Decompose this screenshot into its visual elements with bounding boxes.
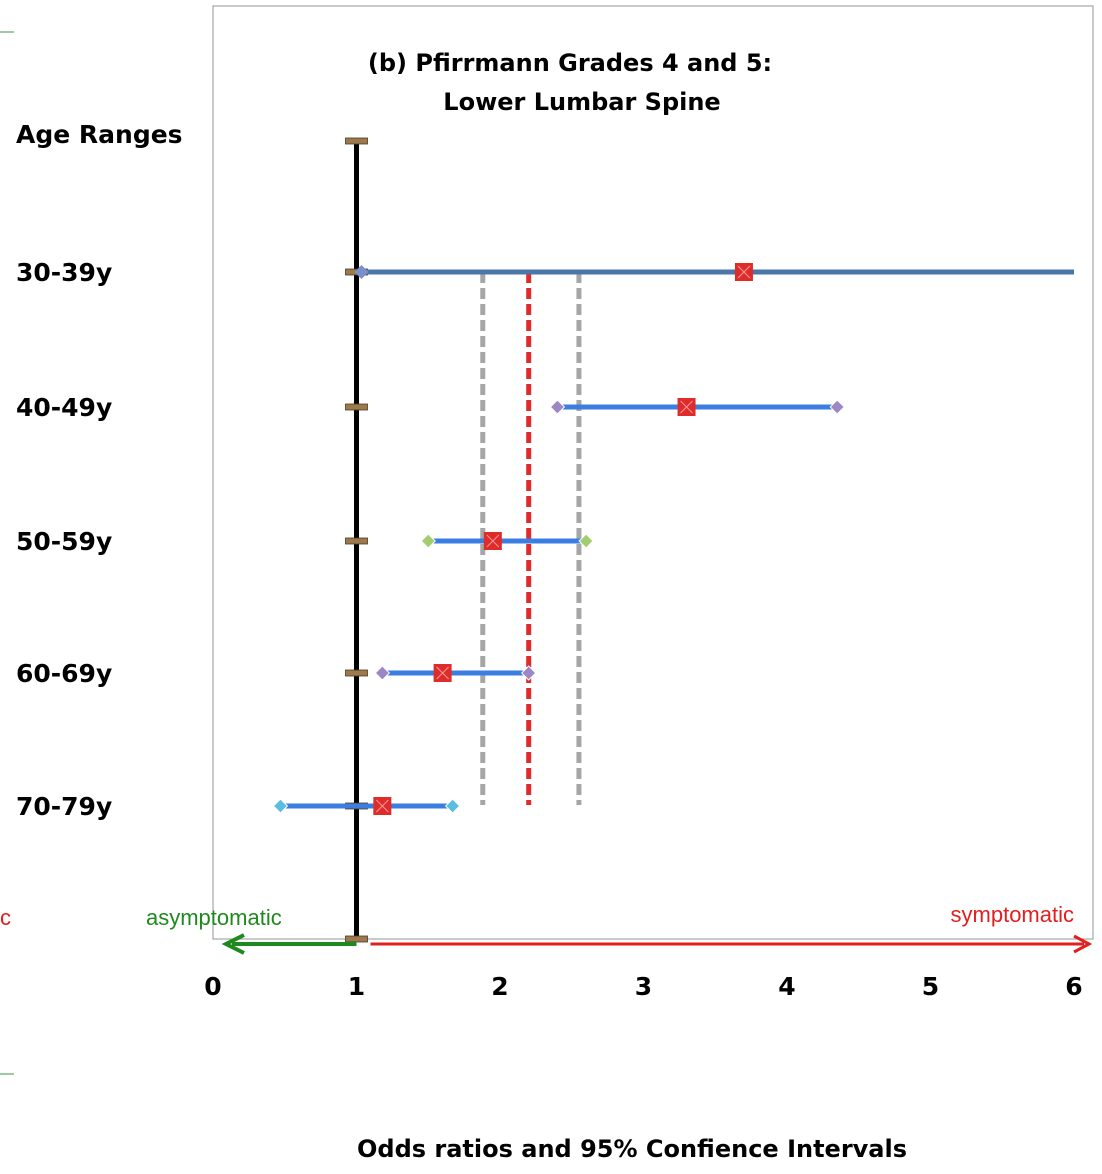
odds-ratio-marker-cross	[680, 400, 693, 414]
ci-lower-marker	[420, 533, 436, 549]
ci-lower-marker	[354, 265, 369, 279]
category-label: 70-79y	[16, 792, 112, 821]
cropped-label-fragment: c	[0, 905, 11, 930]
row-40-49y	[549, 398, 845, 416]
ci-upper-marker	[520, 665, 537, 681]
ci-upper-marker	[578, 533, 594, 549]
reference-tick-marker	[345, 403, 368, 411]
row-60-69y	[374, 664, 537, 682]
reference-tick-marker	[345, 137, 368, 145]
x-tick-label: 4	[778, 972, 795, 1001]
category-label: 60-69y	[16, 659, 112, 688]
ci-lower-marker	[549, 399, 566, 415]
x-tick-label: 3	[635, 972, 652, 1001]
reference-tick-marker	[345, 669, 368, 677]
reference-line-group	[345, 137, 368, 943]
x-tick-label: 6	[1065, 972, 1082, 1001]
row-50-59y	[420, 532, 594, 550]
plot-frame	[212, 5, 1094, 940]
odds-ratio-marker-cross	[436, 666, 449, 680]
row-30-39y	[354, 263, 1074, 281]
chart-title-line1: (b) Pfirrmann Grades 4 and 5:	[368, 49, 772, 77]
ci-upper-marker	[444, 798, 461, 814]
direction-right-label: symptomatic	[951, 902, 1074, 927]
reference-tick-marker	[345, 935, 368, 943]
row-group	[272, 263, 1074, 815]
chart-title-line2: Lower Lumbar Spine	[443, 88, 720, 116]
x-axis: 0 1 2 3 4 5 6	[204, 933, 1093, 1001]
category-label: 40-49y	[16, 393, 112, 422]
row-70-79y	[272, 797, 461, 815]
category-labels: 30-39y 40-49y 50-59y 60-69y 70-79y	[16, 258, 112, 821]
odds-ratio-marker-cross	[737, 265, 751, 279]
reference-tick-marker	[345, 537, 368, 545]
y-axis-header: Age Ranges	[16, 120, 183, 149]
category-label: 50-59y	[16, 527, 112, 556]
odds-ratio-marker-cross	[486, 534, 500, 548]
asymptomatic-arrowhead	[221, 933, 245, 955]
ci-lower-marker	[272, 798, 289, 814]
direction-left-label: asymptomatic	[146, 905, 282, 930]
x-axis-title: Odds ratios and 95% Confience Intervals	[357, 1135, 907, 1163]
x-tick-label: 5	[922, 972, 939, 1001]
x-tick-label: 2	[491, 972, 508, 1001]
category-label: 30-39y	[16, 258, 112, 287]
odds-ratio-marker-cross	[375, 799, 389, 813]
symptomatic-arrowhead	[1073, 934, 1093, 954]
x-tick-label: 1	[348, 972, 365, 1001]
ci-lower-marker	[374, 665, 391, 681]
x-tick-label: 0	[204, 972, 221, 1001]
ci-upper-marker	[829, 399, 845, 415]
